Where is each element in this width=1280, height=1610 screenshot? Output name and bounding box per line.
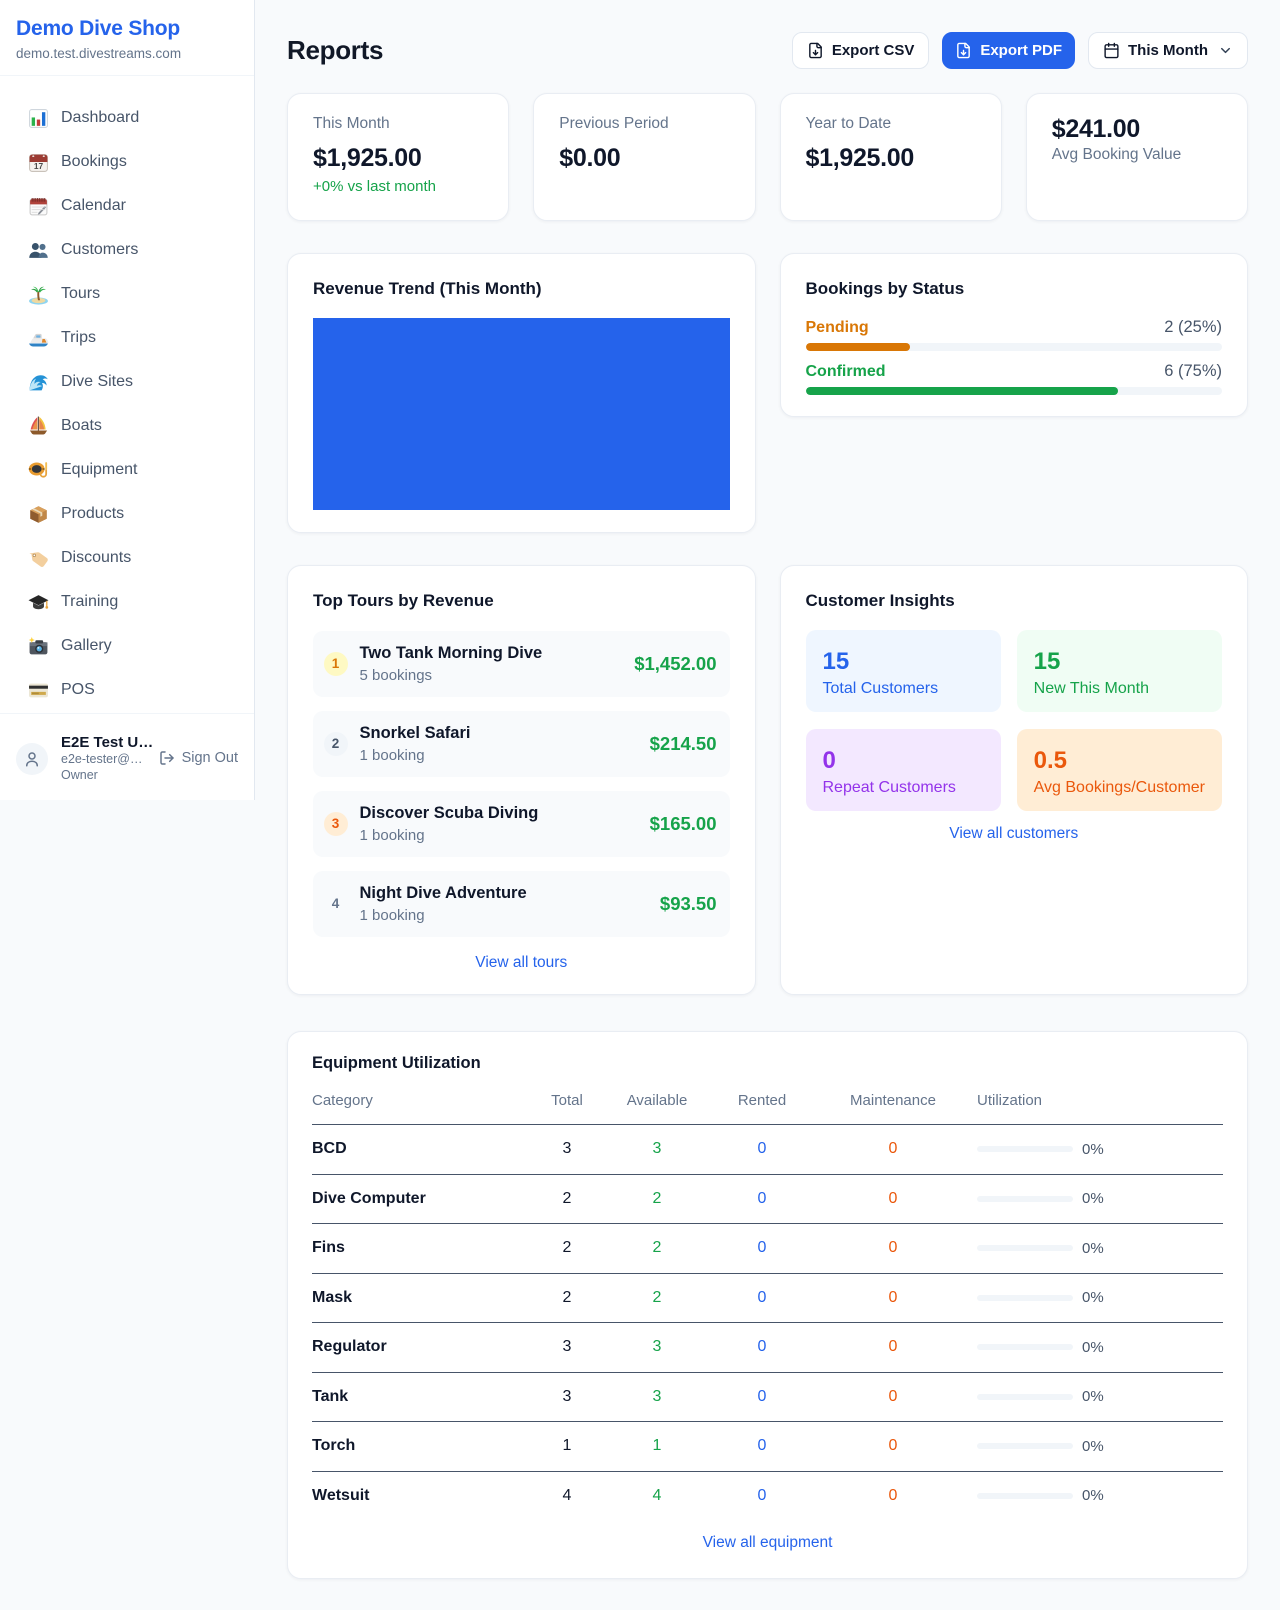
svg-text:17: 17 [34, 161, 44, 171]
